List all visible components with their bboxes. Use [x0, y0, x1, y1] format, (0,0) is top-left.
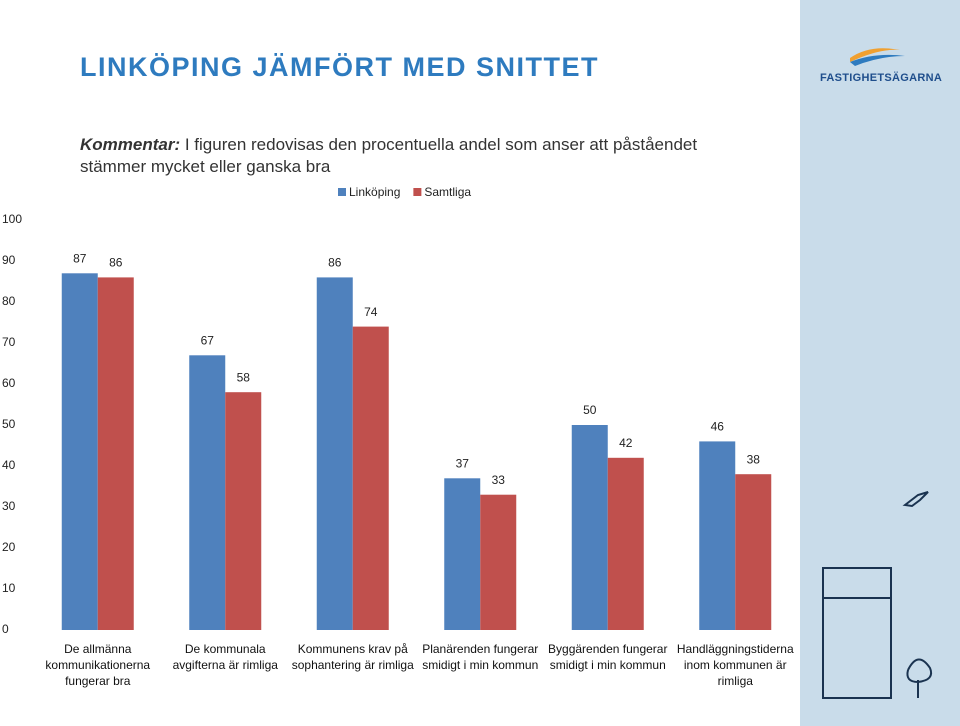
legend-label: Linköping [349, 185, 400, 199]
value-label: 37 [456, 456, 470, 470]
bar [316, 277, 353, 630]
bar [735, 474, 772, 630]
x-tick-label: Kommunens krav på sophantering är rimlig… [291, 642, 414, 672]
x-tick-label: Byggärenden fungerar smidigt i min kommu… [548, 642, 668, 672]
value-label: 50 [583, 403, 597, 417]
comment: Kommentar: I figuren redovisas den proce… [80, 134, 720, 178]
bar [444, 478, 481, 630]
y-tick-label: 30 [2, 499, 16, 513]
legend-label: Samtliga [424, 185, 471, 199]
bar [480, 494, 517, 630]
bar [571, 425, 608, 630]
value-label: 67 [201, 333, 215, 347]
y-tick-label: 90 [2, 253, 16, 267]
y-tick-label: 80 [2, 294, 16, 308]
value-label: 33 [492, 473, 506, 487]
comment-text: I figuren redovisas den procentuella and… [80, 135, 698, 176]
y-tick-label: 40 [2, 458, 16, 472]
x-tick-label: De kommunala avgifterna är rimliga [172, 642, 278, 672]
sidebar [800, 0, 960, 726]
x-tick-label: De allmänna kommunikationerna fungerar b… [45, 642, 151, 688]
bar [607, 457, 644, 630]
value-label: 46 [711, 420, 725, 434]
bar [352, 326, 389, 630]
x-tick-label: Handläggningstiderna inom kommunen är ri… [676, 642, 794, 688]
y-tick-label: 20 [2, 540, 16, 554]
decor-icons [822, 491, 933, 699]
y-tick-label: 60 [2, 376, 16, 390]
value-label: 86 [328, 256, 342, 270]
value-label: 86 [109, 256, 123, 270]
y-tick-label: 50 [2, 417, 16, 431]
comment-label: Kommentar: [80, 135, 181, 154]
bar [225, 392, 262, 630]
chart-title: LINKÖPING JÄMFÖRT MED SNITTET [80, 52, 599, 82]
y-tick-label: 10 [2, 581, 16, 595]
bar [699, 441, 736, 630]
y-tick-label: 70 [2, 335, 16, 349]
x-tick-label: Planärenden fungerar smidigt i min kommu… [422, 642, 539, 672]
logo-mark [850, 48, 905, 66]
value-label: 74 [364, 305, 378, 319]
value-label: 87 [73, 251, 87, 265]
value-label: 38 [747, 452, 761, 466]
y-tick-label: 100 [2, 212, 22, 226]
bar [97, 277, 134, 630]
bar [189, 355, 226, 630]
legend-swatch [413, 188, 422, 196]
logo-text: FASTIGHETSÄGARNA [820, 72, 943, 84]
value-label: 58 [237, 370, 251, 384]
value-label: 42 [619, 436, 633, 450]
legend-swatch [338, 188, 346, 196]
y-tick-label: 0 [2, 622, 9, 636]
bar [61, 273, 98, 630]
